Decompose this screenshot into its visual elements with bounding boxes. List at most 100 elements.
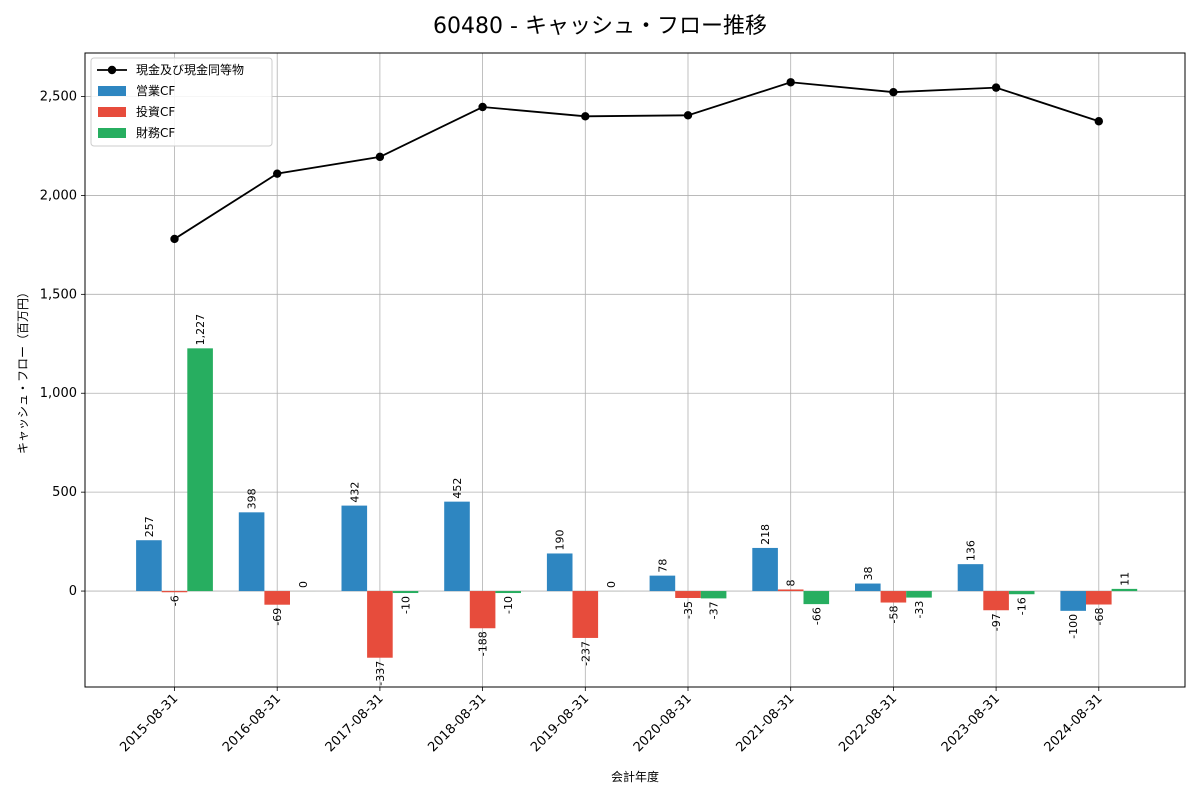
data-label: -58 — [887, 606, 900, 624]
bar-投資CF — [161, 591, 188, 593]
cash-line-point — [683, 111, 693, 120]
y-tick-label: 2,000 — [40, 188, 77, 203]
data-label: -188 — [477, 631, 490, 656]
bar-投資CF — [880, 591, 907, 603]
legend-swatch — [98, 128, 126, 138]
data-label: -68 — [1093, 608, 1106, 626]
x-tick-label: 2020-08-31 — [631, 691, 695, 755]
x-tick-label: 2023-08-31 — [939, 691, 1003, 755]
data-label: -10 — [400, 596, 413, 614]
bar-投資CF — [264, 591, 290, 605]
bar-投資CF — [777, 589, 804, 592]
data-label: 38 — [862, 567, 875, 581]
cash-line-point — [170, 234, 179, 244]
plot-frame — [84, 52, 1186, 688]
data-label: 78 — [656, 559, 669, 573]
cash-line — [170, 78, 1104, 244]
cash-line-point — [581, 112, 590, 121]
data-label: -16 — [1016, 597, 1029, 615]
data-label: -237 — [579, 641, 592, 666]
data-label: 11 — [1118, 572, 1131, 586]
chart-title: 60480 - キャッシュ・フロー推移 — [433, 14, 767, 39]
data-label: 398 — [246, 488, 259, 509]
x-tick-label: 2022-08-31 — [836, 691, 900, 755]
data-label: -66 — [810, 607, 823, 625]
bar-営業CF — [136, 540, 162, 592]
y-tick-label: 500 — [52, 485, 77, 500]
legend-box — [90, 57, 273, 147]
bar-営業CF — [1060, 591, 1086, 611]
x-tick-label: 2016-08-31 — [220, 691, 284, 755]
bar-投資CF — [675, 591, 701, 598]
y-tick-label: 2,500 — [40, 90, 77, 105]
bar-投資CF — [1086, 591, 1112, 605]
y-tick-label: 1,500 — [40, 287, 77, 302]
data-label: -337 — [374, 661, 387, 686]
bars — [136, 348, 1138, 658]
data-label: 190 — [554, 529, 567, 550]
y-tick-label: 0 — [69, 584, 77, 599]
x-tick-label: 2018-08-31 — [425, 691, 489, 755]
x-tick-label: 2021-08-31 — [733, 691, 797, 755]
cash-line-point — [478, 102, 487, 112]
cash-line-point — [889, 87, 898, 97]
x-axis-label: 会計年度 — [611, 769, 659, 784]
y-tick-label: 1,000 — [40, 386, 77, 401]
x-tick-label: 2017-08-31 — [323, 691, 387, 755]
cash-line-point — [1094, 117, 1104, 126]
x-tick-label: 2019-08-31 — [528, 691, 592, 755]
data-label: -100 — [1067, 614, 1080, 639]
bar-営業CF — [649, 575, 676, 592]
y-axis-label: キャッシュ・フロー（百万円） — [16, 286, 30, 454]
bar-営業CF — [238, 512, 265, 592]
x-tick-label: 2024-08-31 — [1042, 691, 1106, 755]
data-label: -97 — [990, 613, 1003, 631]
data-label: 218 — [759, 524, 772, 545]
cash-line-point — [273, 169, 282, 178]
bar-財務CF — [906, 591, 932, 598]
data-label: 257 — [143, 516, 156, 537]
bar-投資CF — [367, 591, 393, 658]
data-label: -6 — [169, 595, 182, 606]
data-label: 452 — [451, 478, 464, 499]
bar-営業CF — [752, 547, 778, 592]
bar-財務CF — [1111, 588, 1138, 592]
bar-営業CF — [957, 564, 984, 592]
data-label: 136 — [965, 540, 978, 561]
bar-財務CF — [392, 591, 419, 594]
bar-営業CF — [444, 501, 470, 592]
bar-営業CF — [341, 505, 368, 592]
bar-財務CF — [1008, 591, 1035, 595]
bar-営業CF — [855, 583, 881, 592]
data-label: 432 — [348, 482, 361, 503]
bar-財務CF — [187, 348, 213, 592]
bar-投資CF — [572, 591, 599, 638]
legend-swatch — [98, 107, 126, 117]
bar-財務CF — [495, 591, 521, 594]
data-label: 0 — [605, 581, 618, 588]
cash-line-point — [991, 83, 1001, 92]
data-label: 8 — [785, 579, 798, 586]
data-label: -10 — [502, 596, 515, 614]
legend-marker — [107, 65, 117, 75]
data-label: -33 — [913, 601, 926, 619]
data-label: -69 — [271, 608, 284, 626]
cash-line-point — [375, 152, 385, 162]
bar-財務CF — [700, 591, 727, 599]
legend-label: 営業CF — [136, 84, 175, 98]
data-label: -37 — [708, 601, 721, 619]
data-label: 0 — [297, 581, 310, 588]
bar-投資CF — [983, 591, 1009, 611]
legend-swatch — [98, 86, 126, 96]
bar-投資CF — [469, 591, 496, 629]
legend-label: 投資CF — [136, 104, 175, 119]
legend-label: 財務CF — [136, 125, 175, 140]
x-tick-label: 2015-08-31 — [117, 691, 181, 755]
data-label: 1,227 — [194, 314, 207, 346]
legend-label: 現金及び現金同等物 — [136, 62, 244, 77]
bar-営業CF — [546, 553, 573, 592]
data-label: -35 — [682, 601, 695, 619]
